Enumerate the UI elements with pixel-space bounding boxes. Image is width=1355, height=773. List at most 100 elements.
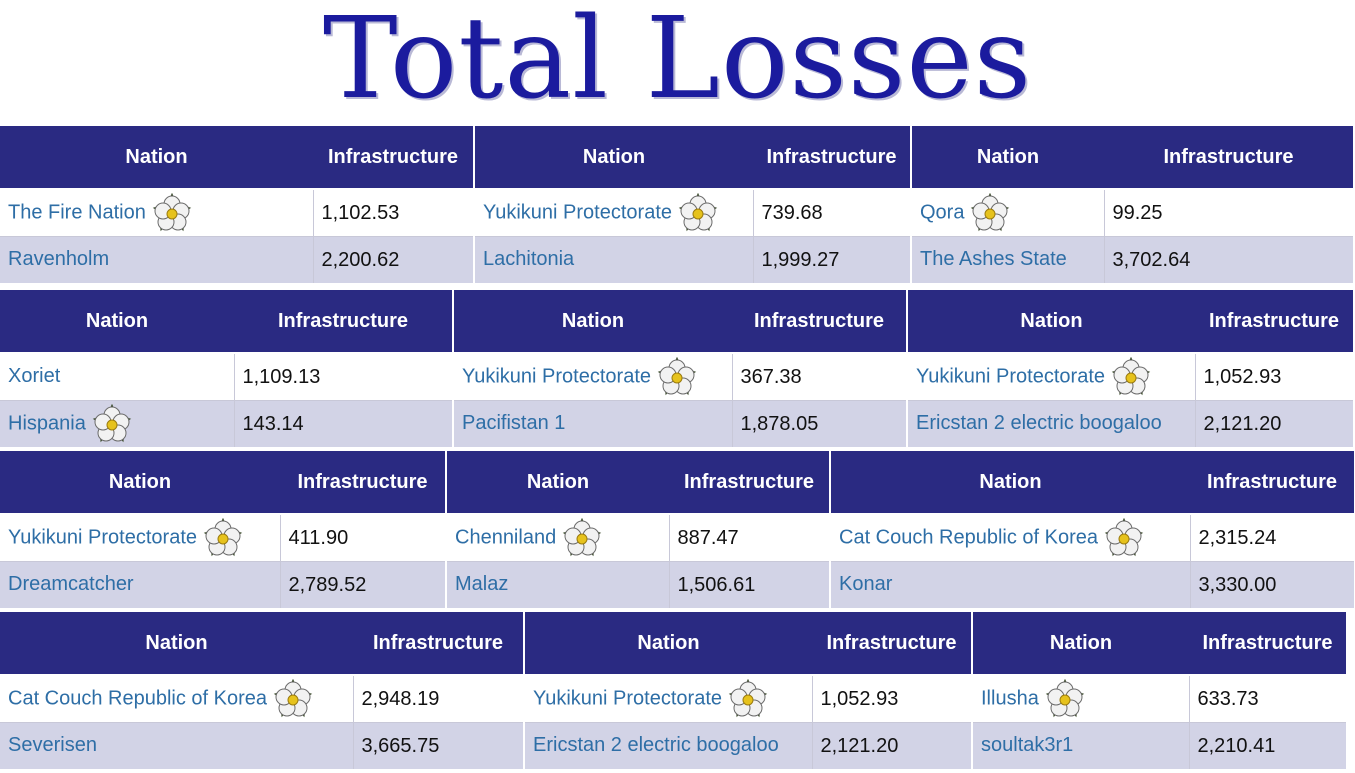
nation-link[interactable]: Yukikuni Protectorate (462, 365, 651, 388)
nation-cell: Konar (831, 561, 1191, 608)
nation-column-header: Nation (0, 612, 353, 676)
table-row: Illusha 633.73 (973, 675, 1346, 723)
nation-cell: The Fire Nation (0, 189, 314, 237)
infrastructure-value: 2,789.52 (280, 561, 446, 608)
white-rose-icon (1045, 678, 1085, 719)
table-row: Ericstan 2 electric boogaloo 2,121.20 (525, 722, 972, 769)
table-row: Ericstan 2 electric boogaloo 2,121.20 (908, 400, 1353, 447)
losses-table: Nation Infrastructure Illusha 633.73 soultak… (973, 612, 1346, 769)
losses-table: Nation Infrastructure Yukikuni Protectorat… (525, 612, 973, 769)
nation-cell: Ravenholm (0, 236, 314, 283)
nation-link[interactable]: Qora (920, 201, 965, 224)
nation-link[interactable]: Chenniland (455, 526, 557, 549)
table-header-row: Nation Infrastructure (475, 126, 911, 190)
nation-link[interactable]: Yukikuni Protectorate (533, 687, 722, 710)
nation-column-header: Nation (831, 451, 1190, 515)
table-row-group: Nation Infrastructure The Fire Nation 1,102… (0, 126, 1355, 283)
losses-table: Nation Infrastructure Yukikuni Protectorat… (475, 126, 912, 283)
table-row: soultak3r1 2,210.41 (973, 722, 1346, 769)
infrastructure-value: 2,121.20 (812, 722, 972, 769)
losses-table: Nation Infrastructure Yukikuni Protectorat… (0, 451, 447, 608)
nation-cell: The Ashes State (912, 236, 1105, 283)
nation-column-header: Nation (447, 451, 669, 515)
nation-link[interactable]: Ericstan 2 electric boogaloo (533, 734, 779, 757)
table-header-row: Nation Infrastructure (454, 290, 907, 354)
losses-table: Nation Infrastructure Cat Couch Republic o… (831, 451, 1354, 608)
nation-link[interactable]: Hispania (8, 412, 86, 435)
nation-link[interactable]: Yukikuni Protectorate (483, 201, 672, 224)
nation-column-header: Nation (973, 612, 1189, 676)
infrastructure-value: 1,052.93 (812, 675, 972, 723)
nation-column-header: Nation (0, 126, 313, 190)
nation-link[interactable]: Severisen (8, 734, 97, 757)
white-rose-icon (970, 192, 1010, 233)
losses-table: Nation Infrastructure The Fire Nation 1,102… (0, 126, 475, 283)
table-row: Dreamcatcher 2,789.52 (0, 561, 446, 608)
nation-cell: Pacifistan 1 (454, 400, 733, 447)
nation-column-header: Nation (0, 451, 280, 515)
nation-link[interactable]: Ravenholm (8, 248, 110, 271)
white-rose-icon (203, 517, 243, 558)
nation-cell: Chenniland (447, 514, 670, 562)
nation-link[interactable]: soultak3r1 (981, 734, 1074, 757)
table-row-group: Nation Infrastructure Xoriet 1,109.13 Hispan… (0, 290, 1355, 447)
table-row: Hispania 143.14 (0, 400, 453, 447)
infrastructure-value: 2,210.41 (1189, 722, 1346, 769)
nation-cell: Ericstan 2 electric boogaloo (908, 400, 1196, 447)
nation-link[interactable]: Yukikuni Protectorate (8, 526, 197, 549)
nation-cell: Yukikuni Protectorate (0, 514, 281, 562)
infrastructure-value: 1,999.27 (753, 236, 911, 283)
table-header-row: Nation Infrastructure (0, 451, 446, 515)
table-row: The Fire Nation 1,102.53 (0, 189, 474, 237)
nation-link[interactable]: Malaz (455, 573, 509, 596)
nation-link[interactable]: The Ashes State (920, 248, 1067, 271)
nation-link[interactable]: Cat Couch Republic of Korea (8, 687, 268, 710)
nation-column-header: Nation (908, 290, 1195, 354)
table-row: Konar 3,330.00 (831, 561, 1354, 608)
table-row: Severisen 3,665.75 (0, 722, 524, 769)
infrastructure-value: 633.73 (1189, 675, 1346, 723)
white-rose-icon (1111, 356, 1151, 397)
nation-link[interactable]: Xoriet (8, 365, 61, 388)
table-header-row: Nation Infrastructure (973, 612, 1346, 676)
infrastructure-value: 1,109.13 (234, 353, 453, 401)
nation-cell: Hispania (0, 400, 235, 447)
table-header-row: Nation Infrastructure (908, 290, 1353, 354)
nation-link[interactable]: Ericstan 2 electric boogaloo (916, 412, 1162, 435)
table-header-row: Nation Infrastructure (0, 612, 524, 676)
table-row: Yukikuni Protectorate 739.68 (475, 189, 911, 237)
white-rose-icon (92, 403, 132, 444)
table-row: Yukikuni Protectorate 367.38 (454, 353, 907, 401)
nation-link[interactable]: Lachitonia (483, 248, 575, 271)
infrastructure-value: 2,948.19 (353, 675, 524, 723)
table-header-row: Nation Infrastructure (831, 451, 1354, 515)
infrastructure-column-header: Infrastructure (1104, 126, 1353, 190)
infrastructure-value: 1,878.05 (732, 400, 907, 447)
table-row: Cat Couch Republic of Korea 2,315.24 (831, 514, 1354, 562)
nation-link[interactable]: Cat Couch Republic of Korea (839, 526, 1099, 549)
white-rose-icon (152, 192, 192, 233)
nation-link[interactable]: Pacifistan 1 (462, 412, 566, 435)
infrastructure-column-header: Infrastructure (234, 290, 453, 354)
table-header-row: Nation Infrastructure (0, 290, 453, 354)
nation-link[interactable]: Illusha (981, 687, 1039, 710)
infrastructure-column-header: Infrastructure (280, 451, 446, 515)
nation-cell: Dreamcatcher (0, 561, 281, 608)
nation-cell: Yukikuni Protectorate (525, 675, 813, 723)
nation-column-header: Nation (0, 290, 234, 354)
nation-cell: Illusha (973, 675, 1190, 723)
table-row: Lachitonia 1,999.27 (475, 236, 911, 283)
nation-column-header: Nation (912, 126, 1104, 190)
nation-cell: Yukikuni Protectorate (454, 353, 733, 401)
nation-link[interactable]: Dreamcatcher (8, 573, 134, 596)
nation-cell: Xoriet (0, 353, 235, 401)
table-header-row: Nation Infrastructure (0, 126, 474, 190)
nation-link[interactable]: The Fire Nation (8, 201, 146, 224)
white-rose-icon (1104, 517, 1144, 558)
nation-column-header: Nation (454, 290, 732, 354)
table-row: Yukikuni Protectorate 411.90 (0, 514, 446, 562)
table-row: Ravenholm 2,200.62 (0, 236, 474, 283)
nation-link[interactable]: Konar (839, 573, 893, 596)
nation-link[interactable]: Yukikuni Protectorate (916, 365, 1105, 388)
nation-cell: Ericstan 2 electric boogaloo (525, 722, 813, 769)
